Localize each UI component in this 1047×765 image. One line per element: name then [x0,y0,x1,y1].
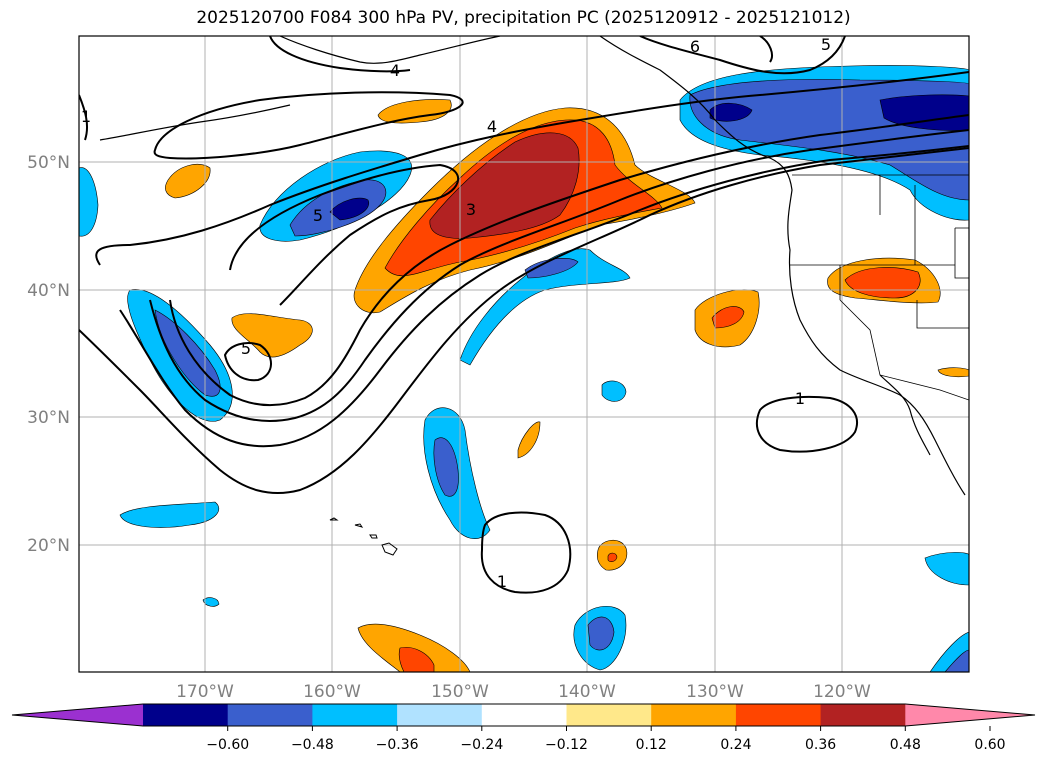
lat-label: 40°N [27,281,70,301]
contour-label: 1 [81,107,91,126]
contour-6 [229,163,460,306]
blue-region-west-pacific-core [154,309,221,397]
warm-region-small-south-core [607,552,618,562]
colorbar-segment [143,704,229,726]
colorbar-segment [312,704,398,726]
gridlines [79,36,969,672]
blue-region-gulf-alaska-max [329,197,370,221]
contour-7 [153,91,464,160]
lon-label: 130°W [686,682,744,702]
alaska-coast [279,36,501,64]
contour-10 [480,511,572,594]
contour-label: 1 [795,389,805,408]
lon-label: 120°W [813,682,871,702]
contour-5 [95,71,969,266]
pv-contours [79,36,969,594]
map-frame [78,35,970,673]
colorbar-segment [651,704,737,726]
colorbar-outline [11,703,1036,727]
contour-13 [759,36,773,63]
negative-anomaly-fills [79,65,969,672]
contour-11 [269,36,411,73]
contour-4 [169,114,969,407]
colorbar-tick-label: 0.60 [974,737,1005,753]
colorbar-segment [820,704,906,726]
lon-label: 170°W [176,682,234,702]
lat-label: 20°N [27,536,70,556]
colorbar-segment [397,704,483,726]
longitude-labels: 170°W 160°W 150°W 140°W 130°W 120°W [176,682,871,702]
contour-3 [149,129,969,422]
blue-region-small-2 [202,597,220,607]
contour-8 [223,342,272,382]
warm-region-southwest-bottom-core [398,647,435,672]
colorbar-tick-label: −0.36 [376,737,419,753]
lon-label: 150°W [431,682,489,702]
colorbar-tick-label: −0.24 [460,737,503,753]
coastlines [99,36,966,496]
contour-2 [119,145,969,448]
blue-region-small-1 [601,380,627,402]
contour-label: 1 [497,572,507,591]
contour-label: 5 [821,35,831,54]
contour-1 [79,147,969,494]
colorbar-tick-label: 0.24 [720,737,751,753]
hawaii-islands [329,517,398,556]
blue-region-west-island [119,501,220,528]
chart-title: 2025120700 F084 300 hPa PV, precipitatio… [196,8,851,28]
warm-region-main-level3 [429,132,580,239]
north-america-coast [599,36,966,496]
lat-label: 30°N [27,408,70,428]
warm-region-offshore-core [711,306,745,329]
latitude-labels: 50°N 40°N 30°N 20°N [27,153,70,556]
colorbar: −0.60 −0.48 −0.36 −0.24 −0.12 0.12 0.24 0.36 0.4… [11,703,1036,753]
blue-region-northeast-max2 [709,102,753,122]
blue-region-southeast [924,552,969,586]
colorbar-tick-label: −0.60 [206,737,249,753]
lon-label: 160°W [303,682,361,702]
positive-anomaly-fills [165,99,969,672]
borders [790,174,969,401]
contour-label: 4 [390,61,400,80]
contour-label: 4 [487,117,497,136]
colorbar-tick-label: 0.48 [890,737,921,753]
warm-region-small-central [517,421,541,459]
blue-region-central-band-core [524,257,579,279]
warm-region-small-east [937,367,969,378]
contour-9 [755,395,858,453]
colorbar-segment [566,704,652,726]
contour-labels: 4 5 3 5 1 1 6 5 4 1 [81,35,831,591]
contour-label: 6 [690,37,700,56]
colorbar-segment [735,704,822,726]
lon-label: 140°W [558,682,616,702]
contour-14 [79,94,89,141]
baja-coast [879,374,931,456]
blue-region-left-edge [79,167,99,237]
blue-region-south-core [587,616,615,651]
contour-label: 3 [466,200,476,219]
lat-label: 50°N [27,153,70,173]
colorbar-tick-label: 0.36 [805,737,836,753]
colorbar-extend-low [12,704,143,726]
warm-region-west [165,164,211,199]
colorbar-tick-label: 0.12 [636,737,667,753]
colorbar-extend-high [905,704,1035,726]
colorbar-tick-label: −0.48 [291,737,334,753]
contour-12 [639,36,846,75]
contour-label: 5 [313,206,323,225]
contour-label: 5 [241,339,251,358]
warm-region-southwest-bottom [357,623,471,672]
colorbar-segment [481,704,567,726]
blue-region-corner-core [944,649,969,672]
alaska-peninsula [99,104,291,141]
colorbar-tick-label: −0.12 [545,737,588,753]
blue-region-subtropical-core [433,437,459,497]
colorbar-segment [227,704,313,726]
